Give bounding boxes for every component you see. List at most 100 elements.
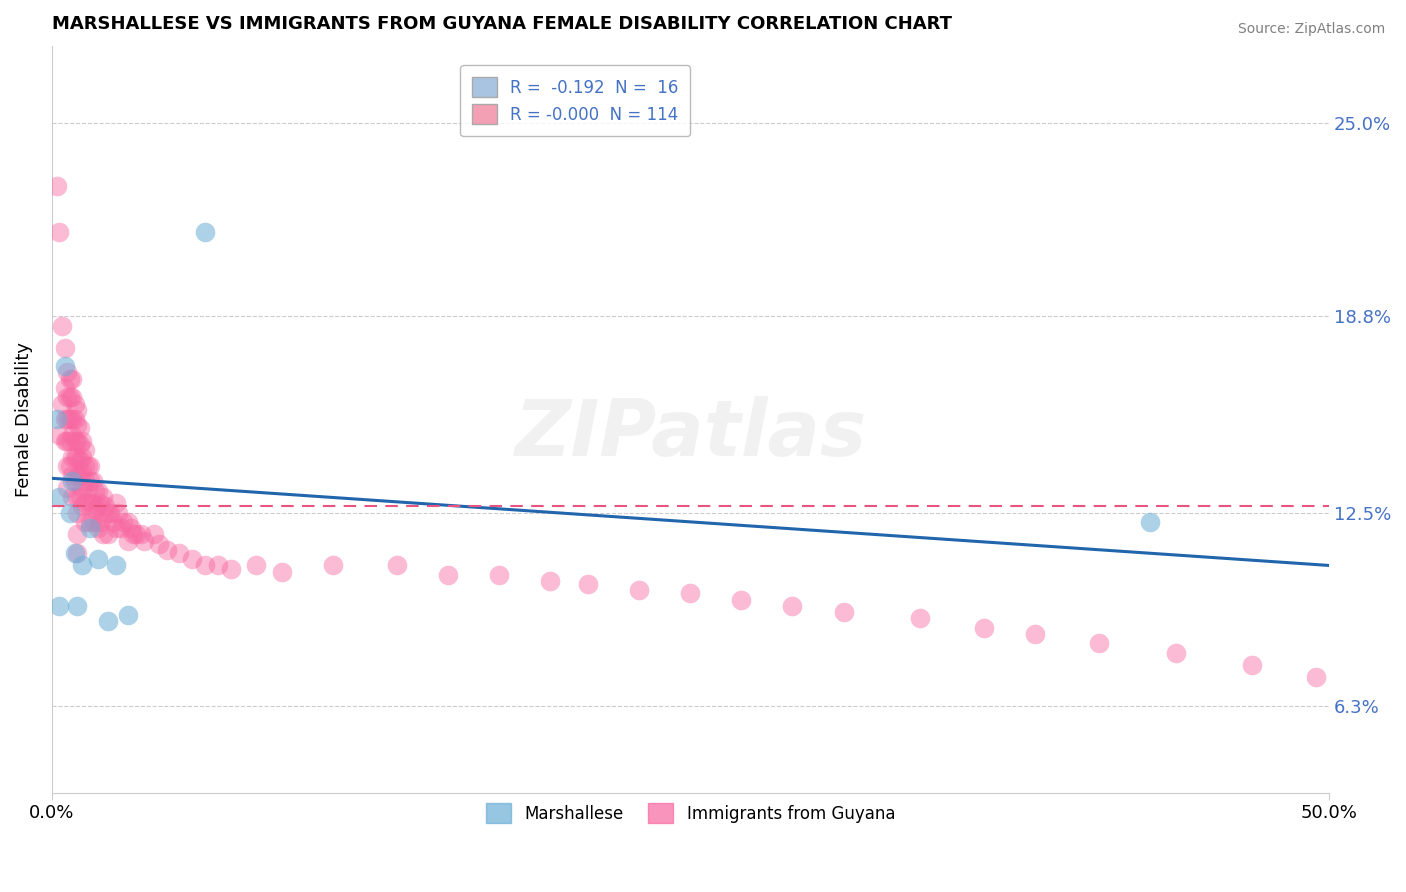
Point — [782, 599, 804, 613]
Point — [87, 483, 110, 498]
Point — [73, 475, 96, 489]
Point — [69, 437, 91, 451]
Point — [679, 586, 702, 600]
Point — [53, 412, 76, 426]
Point — [79, 521, 101, 535]
Point — [69, 421, 91, 435]
Point — [79, 515, 101, 529]
Point — [72, 450, 94, 464]
Point — [132, 533, 155, 548]
Point — [97, 615, 120, 629]
Point — [169, 546, 191, 560]
Point — [87, 552, 110, 566]
Point — [125, 527, 148, 541]
Y-axis label: Female Disability: Female Disability — [15, 342, 32, 497]
Point — [63, 546, 86, 560]
Point — [66, 434, 89, 448]
Point — [104, 496, 127, 510]
Point — [1024, 627, 1046, 641]
Legend: Marshallese, Immigrants from Guyana: Marshallese, Immigrants from Guyana — [472, 789, 908, 837]
Point — [66, 450, 89, 464]
Point — [117, 515, 139, 529]
Point — [1164, 646, 1187, 660]
Point — [66, 546, 89, 560]
Point — [82, 515, 104, 529]
Point — [97, 506, 120, 520]
Point — [91, 527, 114, 541]
Point — [56, 366, 79, 380]
Point — [63, 450, 86, 464]
Point — [53, 341, 76, 355]
Point — [51, 318, 73, 333]
Point — [488, 567, 510, 582]
Point — [973, 621, 995, 635]
Point — [69, 452, 91, 467]
Point — [73, 443, 96, 458]
Point — [73, 496, 96, 510]
Point — [69, 490, 91, 504]
Point — [129, 527, 152, 541]
Point — [72, 481, 94, 495]
Point — [72, 500, 94, 514]
Point — [59, 506, 82, 520]
Point — [53, 359, 76, 374]
Point — [94, 500, 117, 514]
Point — [322, 558, 344, 573]
Point — [538, 574, 561, 588]
Point — [60, 468, 83, 483]
Point — [87, 500, 110, 514]
Text: Source: ZipAtlas.com: Source: ZipAtlas.com — [1237, 22, 1385, 37]
Point — [181, 552, 204, 566]
Point — [122, 527, 145, 541]
Point — [56, 412, 79, 426]
Point — [48, 490, 70, 504]
Point — [91, 490, 114, 504]
Point — [66, 490, 89, 504]
Point — [56, 458, 79, 473]
Point — [60, 390, 83, 404]
Point — [84, 502, 107, 516]
Point — [48, 427, 70, 442]
Point — [97, 527, 120, 541]
Point — [142, 527, 165, 541]
Point — [63, 434, 86, 448]
Point — [63, 396, 86, 410]
Point — [59, 412, 82, 426]
Point — [1241, 658, 1264, 673]
Point — [60, 450, 83, 464]
Text: ZIPatlas: ZIPatlas — [515, 396, 866, 472]
Point — [576, 577, 599, 591]
Point — [66, 468, 89, 483]
Point — [219, 561, 242, 575]
Point — [53, 381, 76, 395]
Point — [82, 496, 104, 510]
Point — [207, 558, 229, 573]
Point — [51, 396, 73, 410]
Point — [63, 475, 86, 489]
Point — [832, 605, 855, 619]
Point — [730, 592, 752, 607]
Point — [60, 412, 83, 426]
Point — [66, 402, 89, 417]
Point — [156, 542, 179, 557]
Point — [194, 226, 217, 240]
Point — [66, 527, 89, 541]
Point — [60, 427, 83, 442]
Point — [117, 608, 139, 623]
Point — [436, 567, 458, 582]
Point — [56, 481, 79, 495]
Text: MARSHALLESE VS IMMIGRANTS FROM GUYANA FEMALE DISABILITY CORRELATION CHART: MARSHALLESE VS IMMIGRANTS FROM GUYANA FE… — [52, 15, 952, 33]
Point — [69, 468, 91, 483]
Point — [45, 178, 67, 193]
Point — [1305, 671, 1327, 685]
Point — [60, 475, 83, 489]
Point — [66, 599, 89, 613]
Point — [84, 483, 107, 498]
Point — [91, 508, 114, 523]
Point — [56, 390, 79, 404]
Point — [245, 558, 267, 573]
Point — [87, 521, 110, 535]
Point — [908, 611, 931, 625]
Point — [107, 506, 129, 520]
Point — [148, 536, 170, 550]
